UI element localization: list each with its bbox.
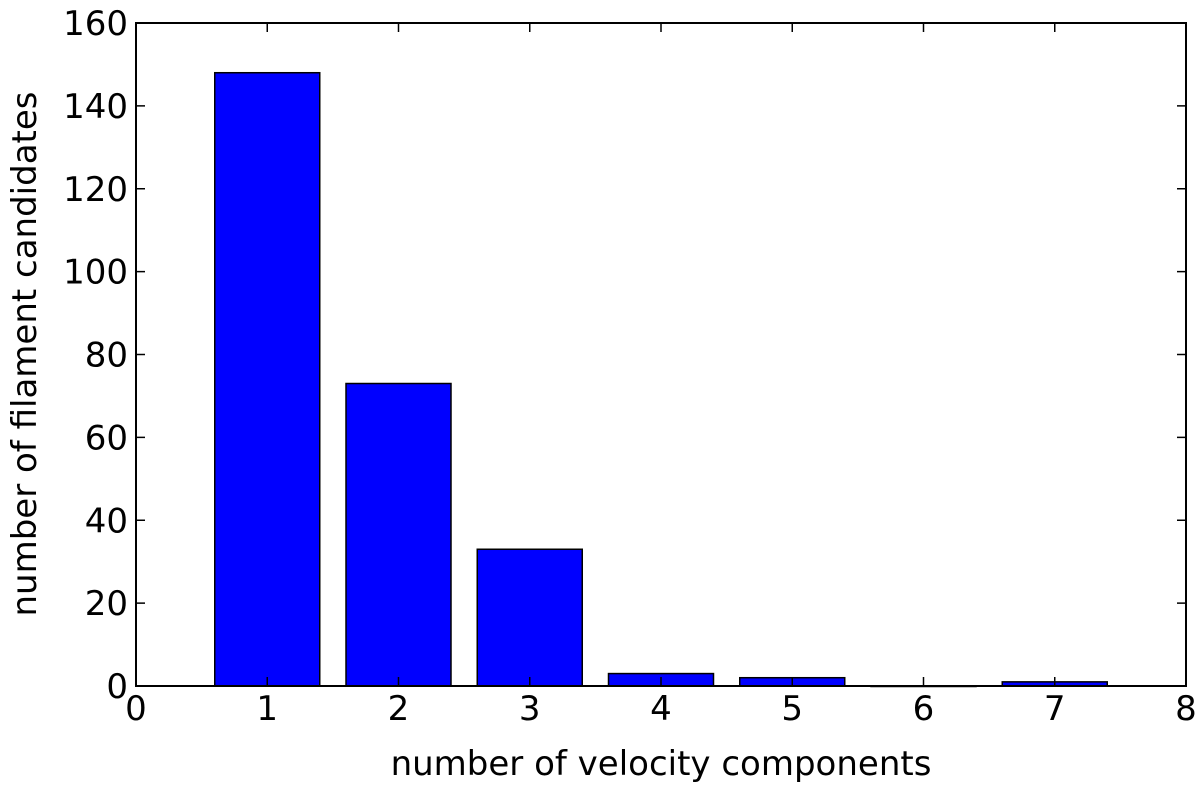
x-tick-label-5: 5: [781, 689, 803, 729]
bars-layer: [214, 71, 1108, 688]
x-axis-label: number of velocity components: [391, 744, 932, 784]
x-tick-label-7: 7: [1044, 689, 1066, 729]
y-tick-label-160: 160: [63, 4, 128, 44]
x-tick-label-6: 6: [913, 689, 935, 729]
y-tick-label-20: 20: [85, 584, 128, 624]
y-tick-label-0: 0: [106, 667, 128, 707]
x-tick-label-1: 1: [256, 689, 278, 729]
x-tick-label-4: 4: [650, 689, 672, 729]
bar-3: [476, 548, 583, 687]
x-tick-label-3: 3: [519, 689, 541, 729]
ticks-layer: [135, 22, 1187, 687]
y-tick-label-140: 140: [63, 87, 128, 127]
x-tick-label-8: 8: [1175, 689, 1197, 729]
x-tick-label-2: 2: [388, 689, 410, 729]
y-tick-label-120: 120: [63, 170, 128, 210]
y-tick-label-80: 80: [85, 336, 128, 376]
y-tick-label-60: 60: [85, 418, 128, 458]
bar-1: [214, 71, 321, 687]
y-tick-label-40: 40: [85, 501, 128, 541]
x-tick-label-0: 0: [125, 689, 147, 729]
y-tick-label-100: 100: [63, 253, 128, 293]
y-axis-label: number of filament candidates: [5, 92, 45, 617]
bar-2: [345, 382, 452, 687]
